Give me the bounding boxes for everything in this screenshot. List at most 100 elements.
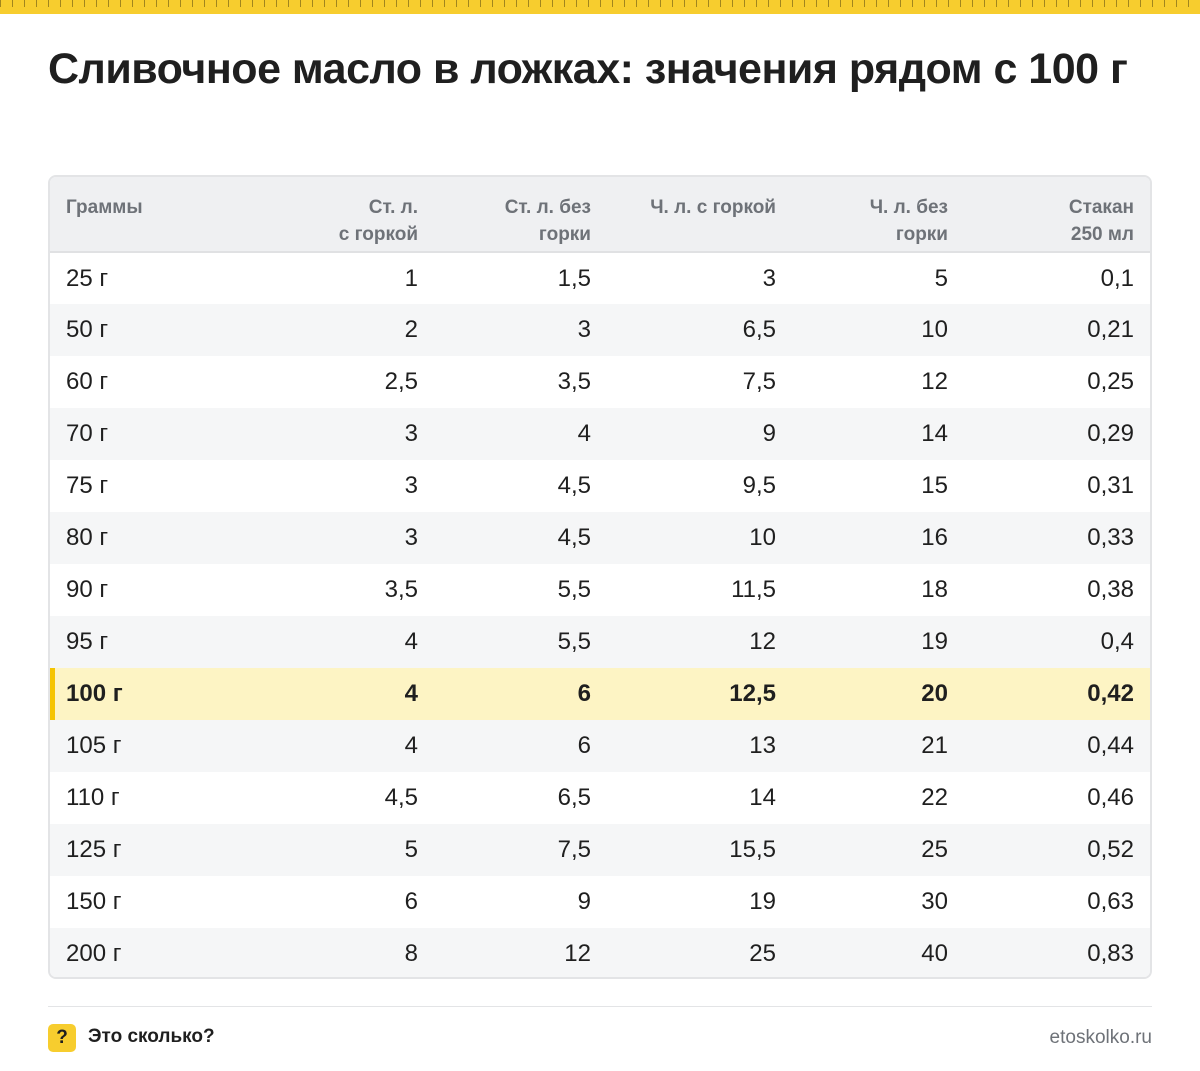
cell-tsp-heaped: 7,5 [742, 368, 776, 395]
header-tbsp-heaped: Ст. л. с горкой [270, 177, 434, 253]
cell-cup: 0,46 [1087, 784, 1134, 811]
cell-tsp-level: 25 [921, 836, 948, 863]
cell-cup: 0,38 [1087, 576, 1134, 603]
cell-tbsp-heaped: 3 [404, 472, 418, 499]
cell-cup: 0,63 [1087, 888, 1134, 915]
cell-tsp-heaped: 25 [749, 940, 776, 967]
cell-tsp-heaped: 19 [749, 888, 776, 915]
table-row: 60 г 2,5 3,5 7,5 12 0,25 [50, 356, 1150, 408]
cell-cup: 0,33 [1087, 524, 1134, 551]
cell-grams: 125 г [66, 836, 122, 863]
cell-tbsp-heaped: 2 [404, 316, 418, 343]
cell-tsp-heaped: 12,5 [729, 680, 776, 707]
table-row: 125 г 5 7,5 15,5 25 0,52 [50, 824, 1150, 876]
cell-tbsp-level: 1,5 [557, 264, 591, 292]
cell-tbsp-level: 4,5 [557, 472, 591, 499]
cell-tbsp-heaped: 4,5 [384, 784, 418, 811]
cell-grams: 50 г [66, 316, 109, 343]
cell-grams: 25 г [66, 264, 109, 292]
cell-cup: 0,29 [1087, 420, 1134, 447]
cell-tsp-heaped: 15,5 [729, 836, 776, 863]
cell-cup: 0,42 [1087, 680, 1134, 707]
cell-tsp-level: 20 [921, 680, 948, 707]
cell-grams: 90 г [66, 576, 109, 603]
cell-tsp-heaped: 9 [762, 420, 776, 447]
cell-tbsp-heaped: 3 [404, 524, 418, 551]
table-row: 80 г 3 4,5 10 16 0,33 [50, 512, 1150, 564]
conversion-table-card: Граммы Ст. л. с горкой Ст. л. без горки Ч.… [48, 175, 1152, 979]
table-row: 90 г 3,5 5,5 11,5 18 0,38 [50, 564, 1150, 616]
site-url: etoskolko.ru [1049, 1027, 1152, 1048]
cell-cup: 0,52 [1087, 836, 1134, 863]
cell-tbsp-heaped: 4 [404, 732, 418, 759]
cell-grams: 70 г [66, 420, 109, 447]
cell-tsp-heaped: 11,5 [731, 576, 776, 603]
cell-tbsp-level: 12 [564, 940, 591, 967]
cell-tbsp-level: 5,5 [557, 576, 591, 603]
cell-grams: 200 г [66, 940, 122, 967]
cell-tbsp-heaped: 3,5 [384, 576, 418, 603]
cell-tbsp-level: 7,5 [557, 836, 591, 863]
table-row: 105 г 4 6 13 21 0,44 [50, 720, 1150, 772]
cell-grams: 60 г [66, 368, 109, 395]
cell-grams: 100 г [50, 668, 270, 720]
cell-tsp-heaped: 3 [762, 264, 776, 292]
cell-tsp-level: 12 [921, 368, 948, 395]
cell-tsp-level: 30 [921, 888, 948, 915]
cell-tbsp-level: 3 [577, 316, 591, 343]
cell-tsp-heaped: 9,5 [742, 472, 776, 499]
cell-tsp-level: 14 [921, 420, 948, 447]
header-grams: Граммы [50, 177, 270, 253]
table-row: 50 г 2 3 6,5 10 0,21 [50, 304, 1150, 356]
cell-grams: 150 г [66, 888, 122, 915]
cell-cup: 0,4 [1100, 628, 1134, 655]
footer-divider [48, 1006, 1152, 1007]
cell-grams: 95 г [66, 628, 109, 655]
header-tsp-level: Ч. л. без горки [792, 177, 964, 253]
cell-grams: 80 г [66, 524, 109, 551]
cell-tbsp-level: 6 [577, 680, 591, 707]
cell-cup: 0,31 [1087, 472, 1134, 499]
table-body: 25 г 1 1,5 3 5 0,1 50 г 2 3 6,5 10 0,21 60 г 2,5 3,5 7,… [50, 252, 1150, 977]
table-row: 70 г 3 4 9 14 0,29 [50, 408, 1150, 460]
cell-tsp-level: 21 [921, 732, 948, 759]
cell-tbsp-heaped: 2,5 [384, 368, 418, 395]
cell-tsp-level: 15 [921, 472, 948, 499]
table-row: 25 г 1 1,5 3 5 0,1 [50, 252, 1150, 304]
cell-tbsp-heaped: 6 [404, 888, 418, 915]
question-mark-icon: ? [48, 1024, 76, 1052]
cell-grams: 105 г [66, 732, 122, 759]
cell-tbsp-heaped: 3 [404, 420, 418, 447]
page-title: Сливочное масло в ложках: значения рядом… [48, 45, 1128, 93]
ruler-decoration [0, 0, 1200, 14]
table-row: 150 г 6 9 19 30 0,63 [50, 876, 1150, 928]
cell-tbsp-heaped: 8 [404, 940, 418, 967]
cell-grams: 75 г [66, 472, 109, 499]
cell-tsp-level: 22 [921, 784, 948, 811]
cell-cup: 0,83 [1087, 940, 1134, 967]
header-tsp-heaped: Ч. л. с горкой [607, 177, 792, 253]
cell-tbsp-level: 5,5 [557, 628, 591, 655]
table-row: 75 г 3 4,5 9,5 15 0,31 [50, 460, 1150, 512]
cell-tsp-heaped: 6,5 [742, 316, 776, 343]
cell-tbsp-level: 3,5 [557, 368, 591, 395]
cell-tsp-heaped: 10 [749, 524, 776, 551]
table-row: 110 г 4,5 6,5 14 22 0,46 [50, 772, 1150, 824]
cell-tsp-level: 18 [921, 576, 948, 603]
cell-tbsp-heaped: 1 [404, 264, 418, 292]
cell-tbsp-heaped: 5 [404, 836, 418, 863]
table-header-row: Граммы Ст. л. с горкой Ст. л. без горки Ч.… [50, 177, 1150, 253]
table-row-highlighted: 100 г 4 6 12,5 20 0,42 [50, 668, 1150, 720]
cell-tsp-heaped: 14 [749, 784, 776, 811]
cell-tbsp-level: 6 [577, 732, 591, 759]
cell-tbsp-level: 4,5 [557, 524, 591, 551]
cell-tbsp-heaped: 4 [404, 628, 418, 655]
table-row: 95 г 4 5,5 12 19 0,4 [50, 616, 1150, 668]
brand-name: Это сколько? [88, 1026, 215, 1047]
cell-tsp-level: 5 [934, 264, 948, 292]
header-tbsp-level: Ст. л. без горки [434, 177, 607, 253]
cell-tsp-level: 19 [921, 628, 948, 655]
cell-tbsp-heaped: 4 [404, 680, 418, 707]
cell-cup: 0,44 [1087, 732, 1134, 759]
cell-grams: 110 г [66, 784, 120, 811]
